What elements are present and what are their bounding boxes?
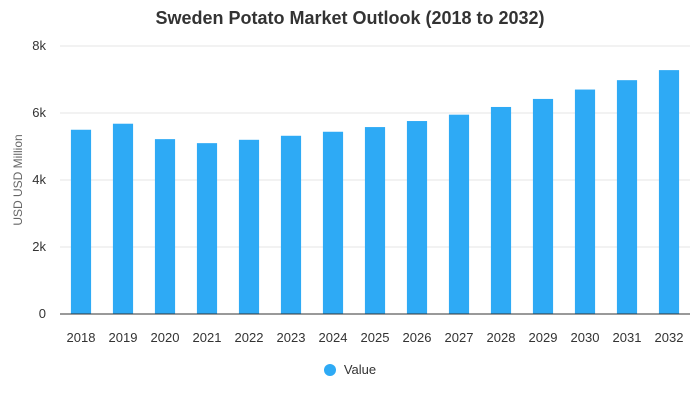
x-tick-label: 2032 xyxy=(655,330,684,345)
y-tick-label: 2k xyxy=(32,239,46,254)
x-tick-label: 2030 xyxy=(571,330,600,345)
x-tick-label: 2027 xyxy=(445,330,474,345)
chart-title: Sweden Potato Market Outlook (2018 to 20… xyxy=(155,8,545,28)
x-tick-label: 2025 xyxy=(361,330,390,345)
bar-2031[interactable] xyxy=(616,80,638,314)
x-axis: 2018 2019 2020 2021 2022 2023 2024 2025 2026 2027… xyxy=(60,313,690,345)
y-tick-label: 8k xyxy=(32,38,46,53)
bar-2030[interactable] xyxy=(574,89,596,314)
x-tick-label: 2029 xyxy=(529,330,558,345)
bar-2021[interactable] xyxy=(196,143,218,314)
x-tick-label: 2031 xyxy=(613,330,642,345)
bar-2032[interactable] xyxy=(658,70,680,315)
legend-item-value[interactable]: Value xyxy=(323,362,377,377)
bar-2028[interactable] xyxy=(490,106,512,314)
bar-2019[interactable] xyxy=(112,123,134,314)
bar-2024[interactable] xyxy=(322,131,344,314)
y-axis-title: USD USD Million xyxy=(11,134,25,225)
y-tick-label: 0 xyxy=(39,306,46,321)
bar-2023[interactable] xyxy=(280,135,302,314)
x-tick-label: 2026 xyxy=(403,330,432,345)
y-tick-label: 4k xyxy=(32,172,46,187)
x-tick-label: 2024 xyxy=(319,330,348,345)
x-tick-label: 2022 xyxy=(235,330,264,345)
x-tick-label: 2028 xyxy=(487,330,516,345)
bar-2020[interactable] xyxy=(154,139,176,314)
bar-2018[interactable] xyxy=(70,129,92,314)
legend: Value xyxy=(0,362,700,377)
bar-2029[interactable] xyxy=(532,98,554,315)
x-tick-label: 2019 xyxy=(109,330,138,345)
bar-2026[interactable] xyxy=(406,121,428,314)
bars xyxy=(70,70,680,315)
y-axis: 0 2k 4k 6k 8k xyxy=(32,38,46,321)
x-tick-label: 2023 xyxy=(277,330,306,345)
bar-2025[interactable] xyxy=(364,127,386,314)
x-tick-label: 2018 xyxy=(67,330,96,345)
y-tick-label: 6k xyxy=(32,105,46,120)
legend-swatch-icon xyxy=(323,363,336,376)
legend-label: Value xyxy=(343,362,377,377)
bar-2027[interactable] xyxy=(448,114,470,314)
x-tick-label: 2020 xyxy=(151,330,180,345)
x-tick-label: 2021 xyxy=(193,330,222,345)
bar-2022[interactable] xyxy=(238,139,260,314)
